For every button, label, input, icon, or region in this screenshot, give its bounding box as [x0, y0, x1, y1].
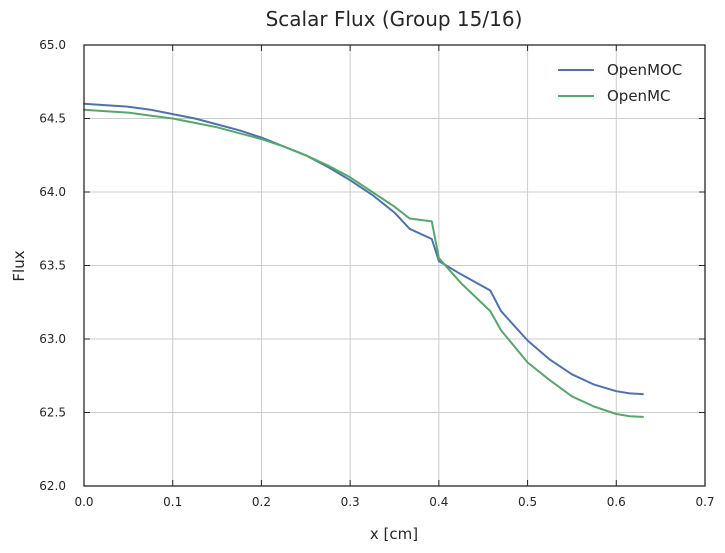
x-tick-label: 0.0	[74, 495, 93, 509]
x-tick-label: 0.5	[518, 495, 537, 509]
series-line-openmoc	[83, 102, 644, 396]
y-tick-label: 65.0	[39, 38, 66, 52]
legend: OpenMOC OpenMC	[558, 61, 682, 105]
axis-ticks: 0.0 0.1 0.2 0.3 0.4 0.5 0.6 0.7 62.0 62.5 63.0 63.5…	[39, 38, 714, 509]
y-axis-label: Flux	[10, 250, 28, 281]
chart-title: Scalar Flux (Group 15/16)	[266, 7, 523, 31]
x-tick-label: 0.2	[252, 495, 271, 509]
x-tick-label: 0.1	[163, 495, 182, 509]
y-tick-label: 63.5	[39, 259, 66, 273]
y-tick-label: 64.0	[39, 185, 66, 199]
legend-label-openmoc: OpenMOC	[607, 61, 682, 79]
x-axis-label: x [cm]	[370, 525, 418, 543]
gridlines	[83, 44, 706, 487]
series-line-openmc	[83, 108, 644, 418]
series-layer	[83, 102, 644, 418]
y-tick-label: 62.5	[39, 406, 66, 420]
x-tick-label: 0.3	[341, 495, 360, 509]
x-tick-label: 0.6	[607, 495, 626, 509]
y-tick-label: 62.0	[39, 479, 66, 493]
y-tick-label: 63.0	[39, 332, 66, 346]
x-tick-label: 0.4	[429, 495, 448, 509]
y-tick-label: 64.5	[39, 112, 66, 126]
legend-label-openmc: OpenMC	[607, 87, 670, 105]
x-tick-label: 0.7	[695, 495, 714, 509]
